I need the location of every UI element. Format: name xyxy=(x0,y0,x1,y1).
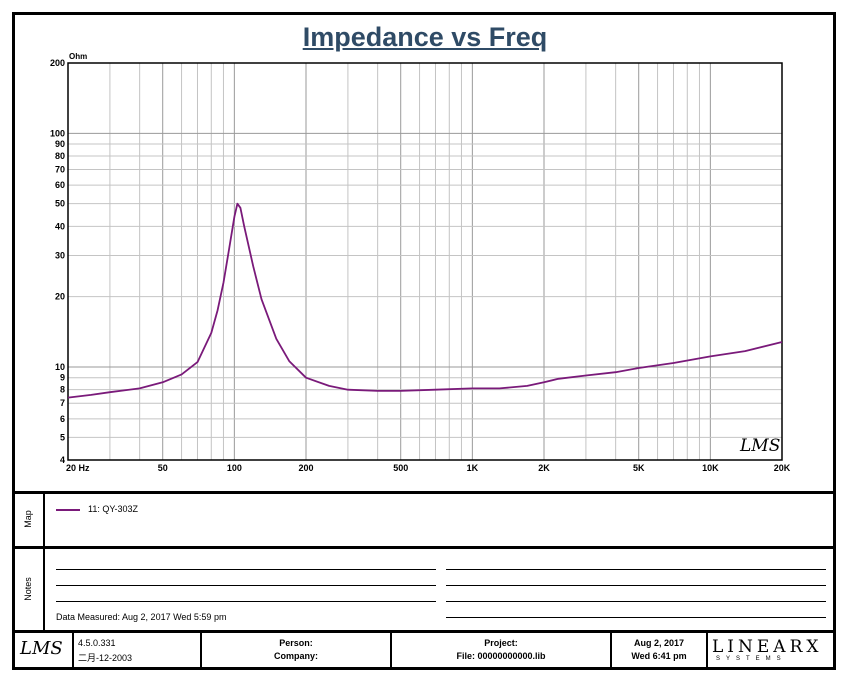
y-tick-label: 5 xyxy=(60,432,65,442)
footer-divider xyxy=(390,632,392,668)
version-cell: 4.5.0.331 二月-12-2003 xyxy=(74,635,200,668)
x-tick-label: 20 Hz xyxy=(66,463,90,473)
project-label: Project: xyxy=(484,638,518,648)
footer-time: Wed 6:41 pm xyxy=(631,651,687,661)
lms-plot-logo: LMS xyxy=(739,436,780,456)
lms-footer-logo: LMS xyxy=(20,638,63,659)
y-tick-label: 40 xyxy=(55,221,65,231)
notes-section-label: Notes xyxy=(23,577,33,601)
map-section-label: Map xyxy=(23,510,33,528)
version-date: 二月-12-2003 xyxy=(78,653,133,663)
project-cell: Project: File: 00000000000.lib xyxy=(392,635,610,668)
divider-map-top xyxy=(12,491,836,494)
y-tick-label: 200 xyxy=(50,58,65,68)
x-tick-label: 100 xyxy=(227,463,242,473)
note-line xyxy=(446,569,826,570)
linearx-systems-text: SYSTEMS xyxy=(716,656,787,662)
date-cell: Aug 2, 2017 Wed 6:41 pm xyxy=(612,635,706,668)
chart-title: Impedance vs Freq xyxy=(302,22,548,52)
x-tick-label: 50 xyxy=(158,463,168,473)
person-label: Person: xyxy=(279,638,313,648)
note-line xyxy=(446,601,826,602)
y-tick-label: 20 xyxy=(55,292,65,302)
x-tick-label: 1K xyxy=(467,463,479,473)
y-tick-label: 60 xyxy=(55,180,65,190)
footer-divider xyxy=(72,632,74,668)
y-tick-label: 80 xyxy=(55,151,65,161)
y-tick-label: 50 xyxy=(55,199,65,209)
divider-notes-top xyxy=(12,546,836,549)
plot-border xyxy=(67,62,783,461)
impedance-chart: 20 Hz 50 100 200 500 1K 2K 5K 10K 20K200100908070… xyxy=(50,52,791,473)
x-tick-label: 5K xyxy=(633,463,645,473)
company-label: Company: xyxy=(273,651,318,661)
impedance-series-line xyxy=(67,202,783,399)
y-axis-label: Ohm xyxy=(69,52,87,61)
note-line xyxy=(56,585,436,586)
x-tick-label: 2K xyxy=(538,463,550,473)
y-tick-label: 8 xyxy=(60,385,65,395)
divider-footer-top xyxy=(12,630,836,633)
note-line xyxy=(56,601,436,602)
outer-frame xyxy=(12,12,836,670)
x-tick-label: 200 xyxy=(298,463,313,473)
y-tick-label: 6 xyxy=(60,414,65,424)
file-label: File: 00000000000.lib xyxy=(456,651,546,661)
version-number: 4.5.0.331 xyxy=(78,638,116,648)
person-cell: Person: Company: xyxy=(202,635,390,668)
note-line xyxy=(446,617,826,618)
y-tick-label: 10 xyxy=(55,362,65,372)
x-tick-label: 20K xyxy=(774,463,791,473)
y-tick-label: 9 xyxy=(60,373,65,383)
y-tick-label: 100 xyxy=(50,128,65,138)
label-column-divider xyxy=(43,492,45,631)
footer-divider xyxy=(706,632,708,668)
legend-swatch xyxy=(56,509,80,511)
note-line xyxy=(446,585,826,586)
y-tick-label: 4 xyxy=(60,455,65,465)
footer-date: Aug 2, 2017 xyxy=(633,638,685,648)
legend-entry: 11: QY-303Z xyxy=(88,504,139,514)
y-tick-label: 7 xyxy=(60,398,65,408)
x-tick-label: 10K xyxy=(702,463,719,473)
y-tick-label: 30 xyxy=(55,251,65,261)
y-tick-label: 90 xyxy=(55,139,65,149)
linearx-logo: LINEARX xyxy=(712,637,823,657)
footer-divider xyxy=(610,632,612,668)
data-measured-text: Data Measured: Aug 2, 2017 Wed 5:59 pm xyxy=(56,612,227,622)
y-tick-label: 70 xyxy=(55,165,65,175)
x-tick-label: 500 xyxy=(393,463,408,473)
footer-divider xyxy=(200,632,202,668)
note-line xyxy=(56,569,436,570)
